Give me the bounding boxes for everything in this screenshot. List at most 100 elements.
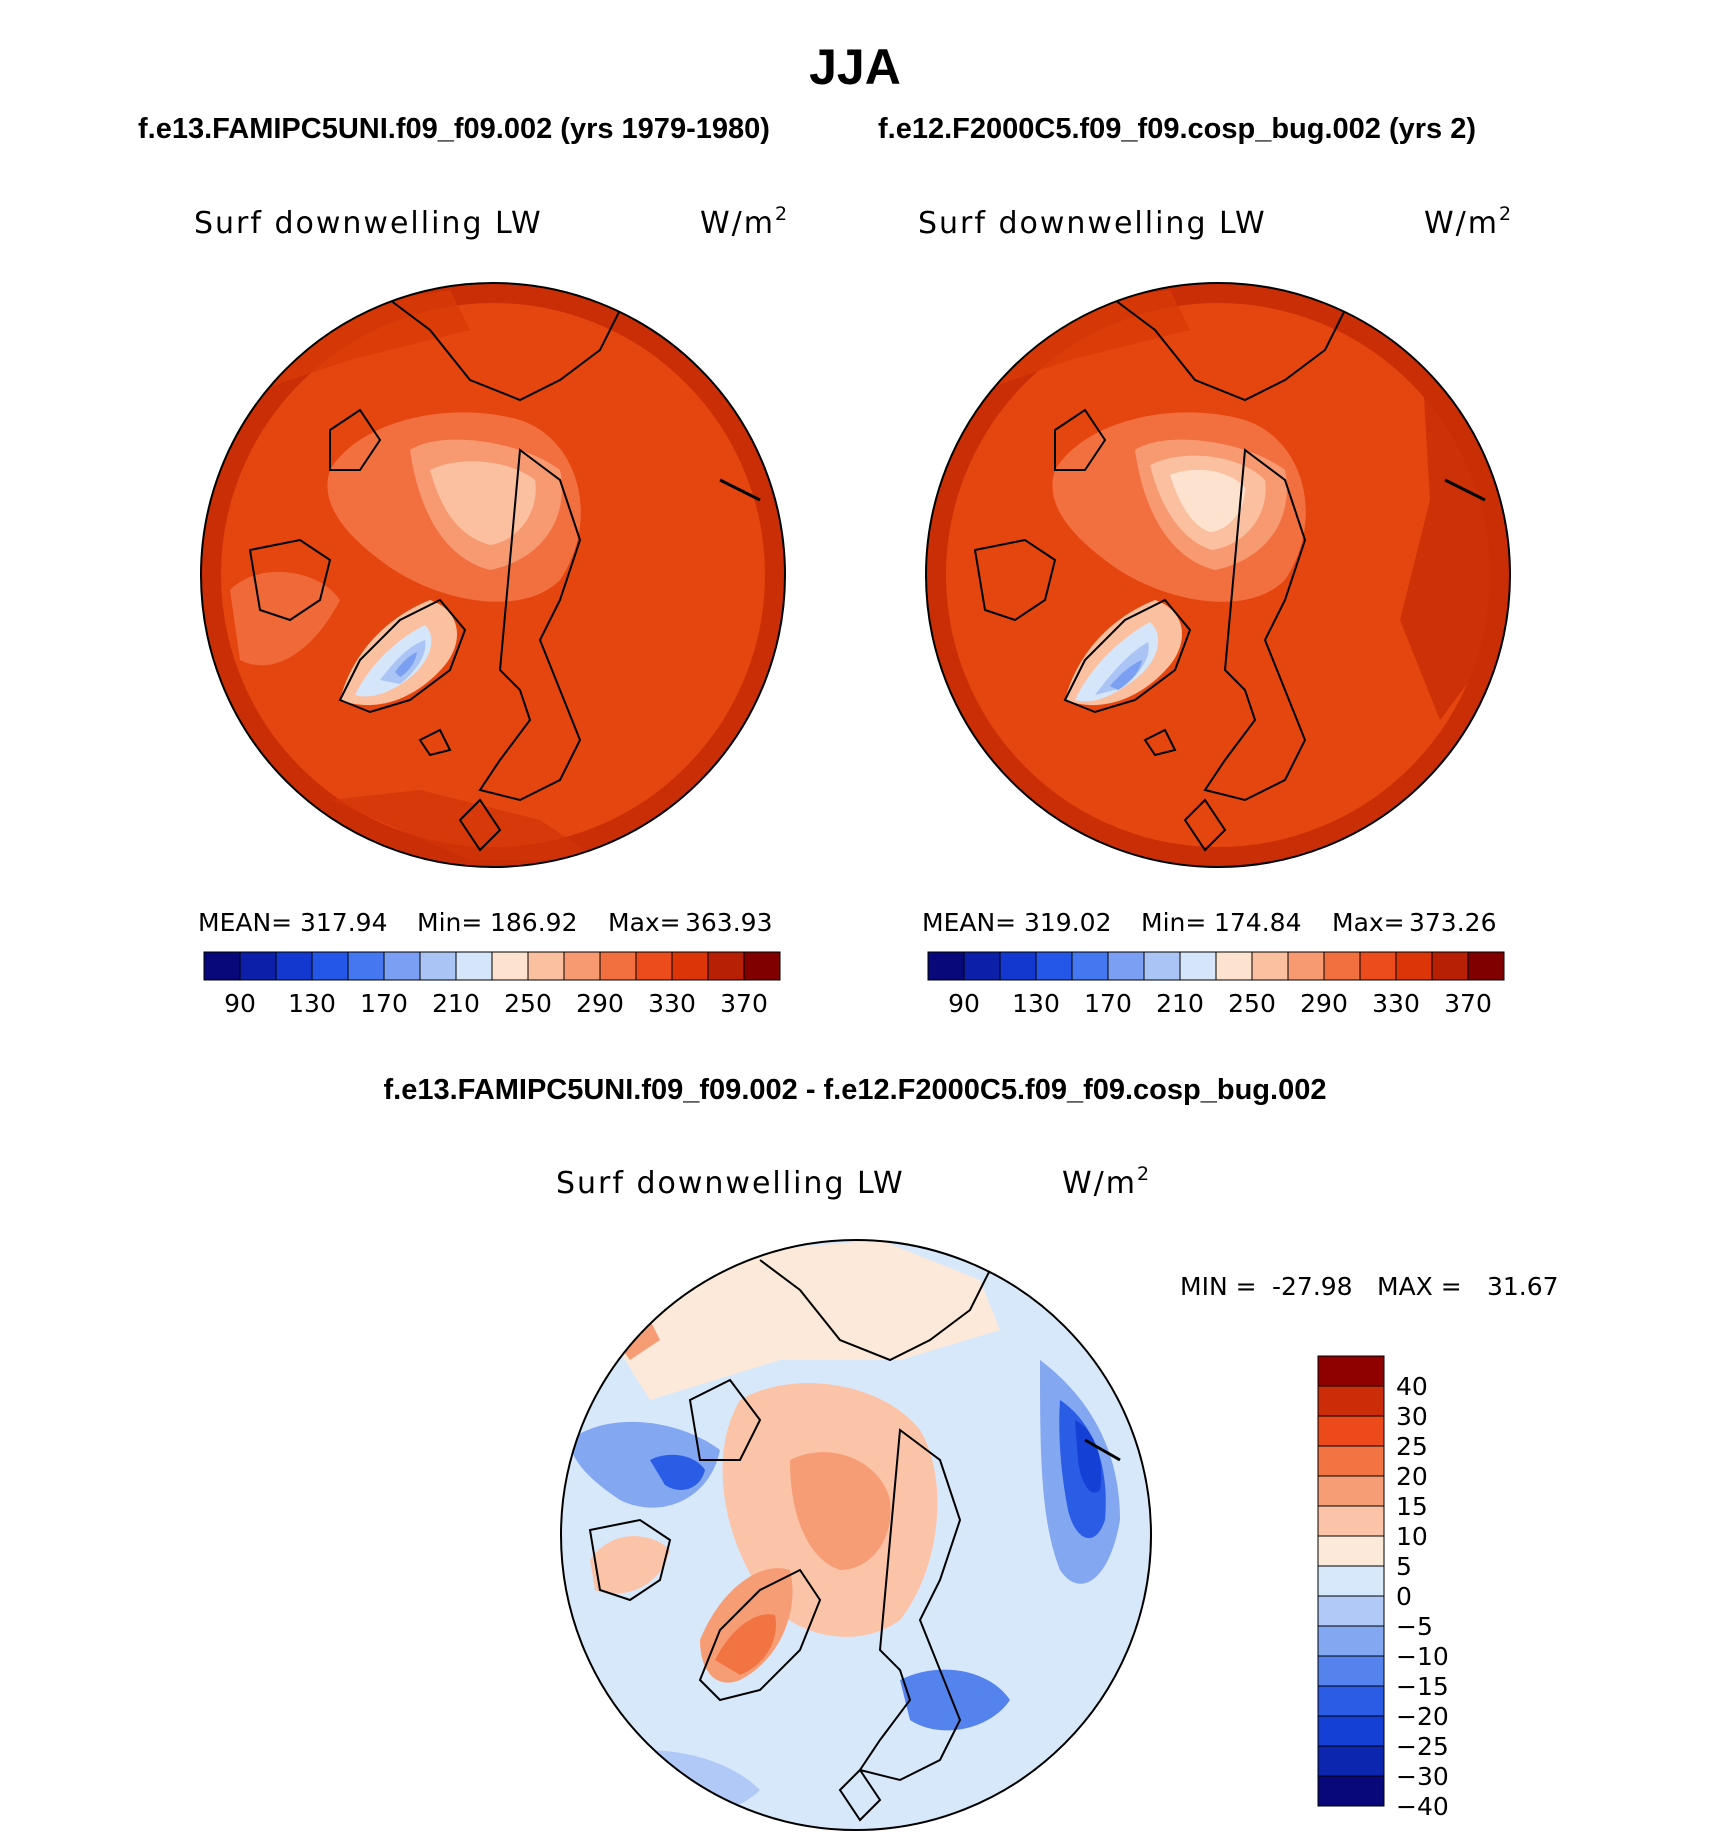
panel2-colorbar-tick-label: 130 (1012, 989, 1060, 1018)
panel2-mean-value: 319.02 (1024, 908, 1111, 937)
panel1-colorbar-swatch (527, 951, 565, 981)
panel1-colorbar-swatch (455, 951, 493, 981)
panel1-min-label: Min= (417, 908, 482, 937)
panel1-colorbar-swatch (491, 951, 529, 981)
panel2-map (925, 282, 1511, 868)
panel3-colorbar-tick-label: −25 (1396, 1732, 1449, 1761)
panel1-colorbar-swatch (383, 951, 421, 981)
panel1-colorbar-tick-label: 370 (720, 989, 768, 1018)
panel3-colorbar-swatch (1317, 1745, 1385, 1777)
panel2-mean-label: MEAN= (922, 908, 1016, 937)
panel2-colorbar: 90 130 170 210 250 290 330 370 (927, 951, 1505, 1018)
panel2-colorbar-swatch (1143, 951, 1181, 981)
panel3-colorbar-tick-label: 20 (1396, 1462, 1428, 1491)
panel1-units: W/m2 (700, 203, 789, 241)
panel3-colorbar-swatch (1317, 1775, 1385, 1807)
panel3-colorbar-swatch (1317, 1595, 1385, 1627)
panel1-colorbar-swatch (635, 951, 673, 981)
panel3-colorbar-swatch (1317, 1415, 1385, 1447)
panel2-min-label: Min= (1141, 908, 1206, 937)
panel1-colorbar-tick-label: 330 (648, 989, 696, 1018)
panel3-units: W/m2 (1062, 1163, 1151, 1201)
panel1-colorbar-swatch (347, 951, 385, 981)
panel3-min-label: MIN = (1180, 1272, 1257, 1301)
panel2-colorbar-tick-label: 250 (1228, 989, 1276, 1018)
panel1-stats: MEAN= 317.94 Min= 186.92 Max= 363.93 (198, 908, 772, 937)
panel1-colorbar-swatch (671, 951, 709, 981)
panel1-colorbar-swatch (239, 951, 277, 981)
panel2-stats: MEAN= 319.02 Min= 174.84 Max= 373.26 (922, 908, 1496, 937)
panel2-colorbar-swatch (1467, 951, 1505, 981)
panel3-colorbar-tick-label: −10 (1396, 1642, 1449, 1671)
panel1-colorbar-swatch (563, 951, 601, 981)
figure-title: JJA (809, 39, 901, 95)
panel2-colorbar-swatch (1107, 951, 1145, 981)
panel2-colorbar-swatch (1179, 951, 1217, 981)
panel3-colorbar-swatch (1317, 1445, 1385, 1477)
panel3-colorbar-tick-label: 0 (1396, 1582, 1412, 1611)
panel3-colorbar-swatch (1317, 1625, 1385, 1657)
panel3-colorbar-swatch (1317, 1385, 1385, 1417)
panel3-colorbar-tick-label: 15 (1396, 1492, 1428, 1521)
left-run-header: f.e13.FAMIPC5UNI.f09_f09.002 (yrs 1979-1… (138, 113, 770, 145)
panel1-colorbar-tick-label: 90 (224, 989, 256, 1018)
panel3-min-value: -27.98 (1272, 1272, 1353, 1301)
panel1-mean-value: 317.94 (300, 908, 387, 937)
panel3-colorbar-tick-label: −5 (1396, 1612, 1433, 1641)
panel2-colorbar-tick-label: 290 (1300, 989, 1348, 1018)
panel1-colorbar-swatch (275, 951, 313, 981)
panel3-colorbar-swatch (1317, 1565, 1385, 1597)
panel3-colorbar-tick-label: 25 (1396, 1432, 1428, 1461)
panel3-colorbar-tick-label: −15 (1396, 1672, 1449, 1701)
panel1-variable-title: Surf downwelling LW (194, 206, 543, 241)
panel1-colorbar-swatch (743, 951, 781, 981)
panel2-variable-title: Surf downwelling LW (918, 206, 1267, 241)
panel3-variable-title: Surf downwelling LW (556, 1166, 905, 1201)
panel2-colorbar-swatch (1431, 951, 1469, 981)
panel1-colorbar-tick-label: 170 (360, 989, 408, 1018)
panel1-colorbar-swatch (419, 951, 457, 981)
panel3-colorbar-swatch (1317, 1715, 1385, 1747)
panel3-colorbar-tick-label: 5 (1396, 1552, 1412, 1581)
panel2-colorbar-tick-label: 170 (1084, 989, 1132, 1018)
panel1-min-value: 186.92 (490, 908, 577, 937)
panel3-colorbar-tick-label: −40 (1396, 1792, 1449, 1821)
panel3-colorbar-tick-label: −30 (1396, 1762, 1449, 1791)
panel2-colorbar-swatch (999, 951, 1037, 981)
panel1-colorbar-swatch (599, 951, 637, 981)
right-run-header: f.e12.F2000C5.f09_f09.cosp_bug.002 (yrs … (878, 113, 1476, 145)
panel2-colorbar-swatch (927, 951, 965, 981)
panel1-colorbar: 90 130 170 210 250 290 330 370 (203, 951, 781, 1018)
panel1-mean-label: MEAN= (198, 908, 292, 937)
panel3-colorbar-tick-label: −20 (1396, 1702, 1449, 1731)
panel2-colorbar-swatch (963, 951, 1001, 981)
panel2-colorbar-swatch (1071, 951, 1109, 981)
panel3-colorbar-swatch (1317, 1355, 1385, 1387)
panel3-colorbar-tick-label: 10 (1396, 1522, 1428, 1551)
panel3-colorbar-swatch (1317, 1475, 1385, 1507)
panel1-max-label: Max= (608, 908, 681, 937)
panel1-colorbar-tick-label: 130 (288, 989, 336, 1018)
panel3-colorbar-swatch (1317, 1535, 1385, 1567)
panel2-max-value: 373.26 (1409, 908, 1496, 937)
panel3-colorbar-swatch (1317, 1655, 1385, 1687)
panel1-colorbar-tick-label: 250 (504, 989, 552, 1018)
panel2-max-label: Max= (1332, 908, 1405, 937)
panel2-colorbar-swatch (1287, 951, 1325, 981)
panel3-map (560, 1239, 1152, 1831)
panel3-max-label: MAX = (1377, 1272, 1462, 1301)
panel2-colorbar-swatch (1215, 951, 1253, 981)
panel1-colorbar-tick-label: 210 (432, 989, 480, 1018)
panel3-colorbar-swatch (1317, 1685, 1385, 1717)
panel3-colorbar-tick-label: 40 (1396, 1372, 1428, 1401)
panel2-colorbar-swatch (1251, 951, 1289, 981)
panel3-colorbar-tick-label: 30 (1396, 1402, 1428, 1431)
panel1-max-value: 363.93 (685, 908, 772, 937)
panel2-colorbar-tick-label: 90 (948, 989, 980, 1018)
difference-header: f.e13.FAMIPC5UNI.f09_f09.002 - f.e12.F20… (384, 1074, 1327, 1106)
panel2-colorbar-swatch (1035, 951, 1073, 981)
panel1-colorbar-tick-label: 290 (576, 989, 624, 1018)
panel3-stats: MIN = -27.98 MAX = 31.67 (1180, 1272, 1559, 1301)
panel2-colorbar-tick-label: 210 (1156, 989, 1204, 1018)
